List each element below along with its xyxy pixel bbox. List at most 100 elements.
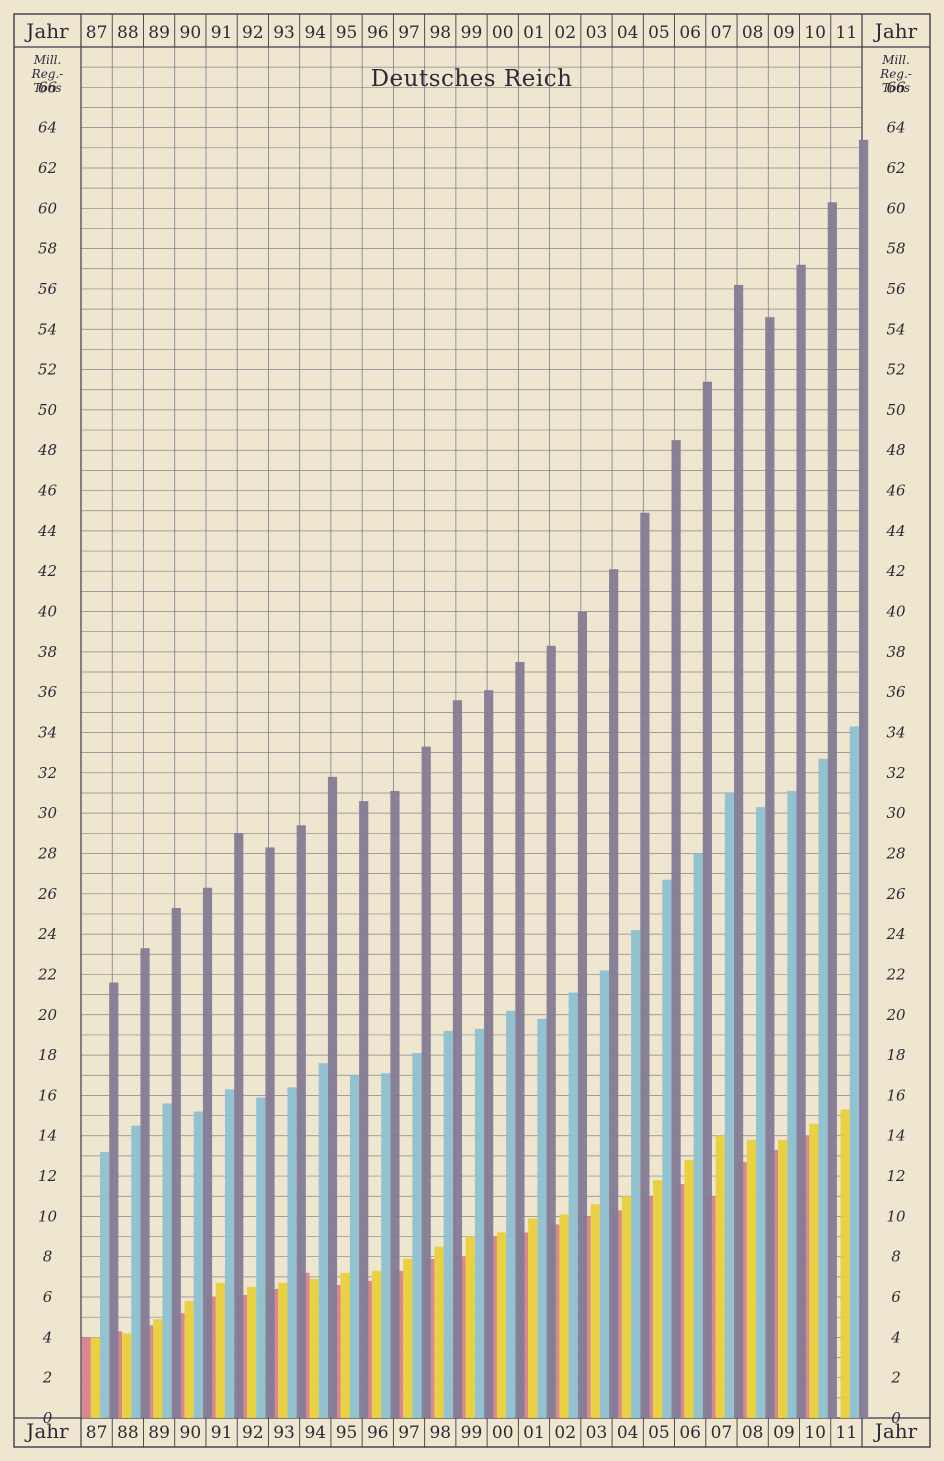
year-label-top: 02 [554, 23, 576, 43]
year-label-top: 04 [617, 23, 639, 43]
y-tick-label-left: 40 [37, 603, 58, 621]
year-label-top: 11 [836, 23, 858, 43]
year-label-top: 06 [679, 23, 701, 43]
y-tick-label-right: 12 [886, 1167, 905, 1185]
outer-border [13, 13, 931, 1448]
y-tick-label-left: 52 [38, 361, 57, 379]
bar [559, 1214, 569, 1418]
y-tick-label-left: 56 [38, 280, 58, 298]
unit-label-line: Tons [882, 81, 910, 95]
y-tick-label-left: 58 [38, 240, 57, 258]
bar [452, 700, 463, 1418]
unit-label-left: Mill.Reg.-Tons [31, 53, 64, 95]
bar [621, 1196, 632, 1418]
y-tick-label-left: 16 [38, 1086, 58, 1104]
bar [568, 992, 578, 1418]
year-label-top: 88 [117, 23, 139, 43]
jahr-label-bottom-left: Jahr [24, 1419, 69, 1443]
y-tick-label-left: 10 [38, 1207, 58, 1225]
y-tick-label-right: 44 [885, 522, 905, 540]
year-label-bottom: 04 [617, 1423, 639, 1443]
bar [827, 202, 837, 1418]
year-label-bottom: 91 [211, 1423, 233, 1443]
bar [465, 1236, 475, 1418]
bar [109, 982, 119, 1418]
bar [296, 825, 306, 1418]
bars [81, 139, 869, 1419]
y-tick-label-left: 54 [38, 320, 57, 338]
year-label-bottom: 95 [336, 1423, 358, 1443]
y-tick-label-right: 62 [886, 159, 905, 177]
y-tick-label-left: 50 [38, 401, 58, 419]
y-tick-label-left: 34 [38, 724, 57, 742]
bar [818, 758, 828, 1418]
bar [184, 1301, 194, 1418]
y-tick-label-right: 52 [886, 361, 905, 379]
bar [100, 1151, 110, 1418]
bar [702, 381, 712, 1418]
bar [390, 790, 400, 1418]
bar [140, 948, 150, 1418]
bar [443, 1030, 453, 1418]
bar [671, 440, 681, 1418]
y-tick-label-left: 48 [37, 441, 57, 459]
bar [577, 611, 587, 1418]
y-tick-label-right: 34 [886, 724, 905, 742]
bar [421, 746, 431, 1418]
year-label-top: 03 [586, 23, 608, 43]
bar [515, 661, 525, 1418]
y-tick-label-left: 12 [38, 1167, 57, 1185]
year-label-top: 87 [86, 23, 108, 43]
bar [609, 569, 619, 1418]
chart-title: Deutsches Reich [371, 66, 573, 92]
bar [224, 1089, 235, 1418]
bar [162, 1103, 172, 1418]
year-label-bottom: 05 [648, 1423, 670, 1443]
y-tick-label-left: 20 [37, 1006, 58, 1024]
y-tick-label-right: 18 [886, 1046, 905, 1064]
year-label-top: 90 [180, 23, 202, 43]
bar [287, 1087, 297, 1418]
bar [796, 264, 806, 1418]
y-tick-label-left: 22 [37, 965, 57, 983]
y-tick-label-left: 0 [43, 1409, 53, 1427]
bar [202, 887, 213, 1418]
y-tick-label-right: 22 [885, 965, 905, 983]
year-label-top: 96 [367, 23, 389, 43]
bar [715, 1135, 725, 1418]
unit-label-line: Tons [33, 81, 61, 95]
y-tick-label-left: 24 [37, 925, 57, 943]
y-tick-label-left: 46 [37, 482, 58, 500]
y-tick-label-left: 38 [38, 643, 57, 661]
year-label-top: 89 [148, 23, 170, 43]
y-tick-label-right: 20 [885, 1006, 906, 1024]
year-label-top: 09 [773, 23, 795, 43]
bar [327, 776, 338, 1418]
y-tick-label-left: 26 [37, 885, 58, 903]
year-label-bottom: 90 [180, 1423, 202, 1443]
bar [371, 1270, 382, 1418]
y-tick-label-right: 6 [891, 1288, 901, 1306]
bar [247, 1286, 257, 1418]
y-tick-label-right: 56 [886, 280, 906, 298]
unit-label-line: Reg.- [31, 67, 64, 81]
bar [809, 1123, 819, 1418]
year-label-bottom: 07 [711, 1423, 733, 1443]
bar [215, 1282, 225, 1418]
y-tick-label-left: 18 [38, 1046, 57, 1064]
bar [381, 1073, 391, 1418]
year-label-bottom: 88 [117, 1423, 139, 1443]
year-label-top: 91 [211, 23, 233, 43]
bar [90, 1337, 100, 1418]
year-label-bottom: 11 [836, 1423, 858, 1443]
y-tick-label-right: 60 [886, 199, 906, 217]
year-label-top: 99 [461, 23, 483, 43]
bar [756, 807, 766, 1418]
bar [309, 1278, 319, 1418]
year-label-top: 95 [336, 23, 358, 43]
year-label-top: 07 [711, 23, 733, 43]
year-label-bottom: 00 [492, 1423, 514, 1443]
year-label-top: 94 [304, 23, 326, 43]
